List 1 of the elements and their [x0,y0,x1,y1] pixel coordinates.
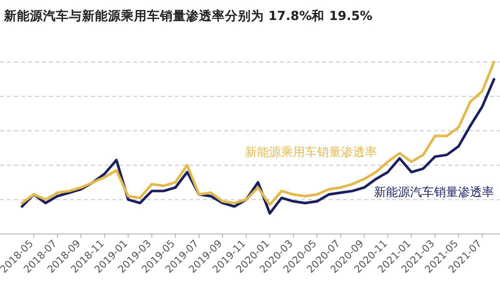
title: 新能源汽车与新能源乘用车销量渗透率分别为 17.8%和 19.5% [4,8,372,23]
